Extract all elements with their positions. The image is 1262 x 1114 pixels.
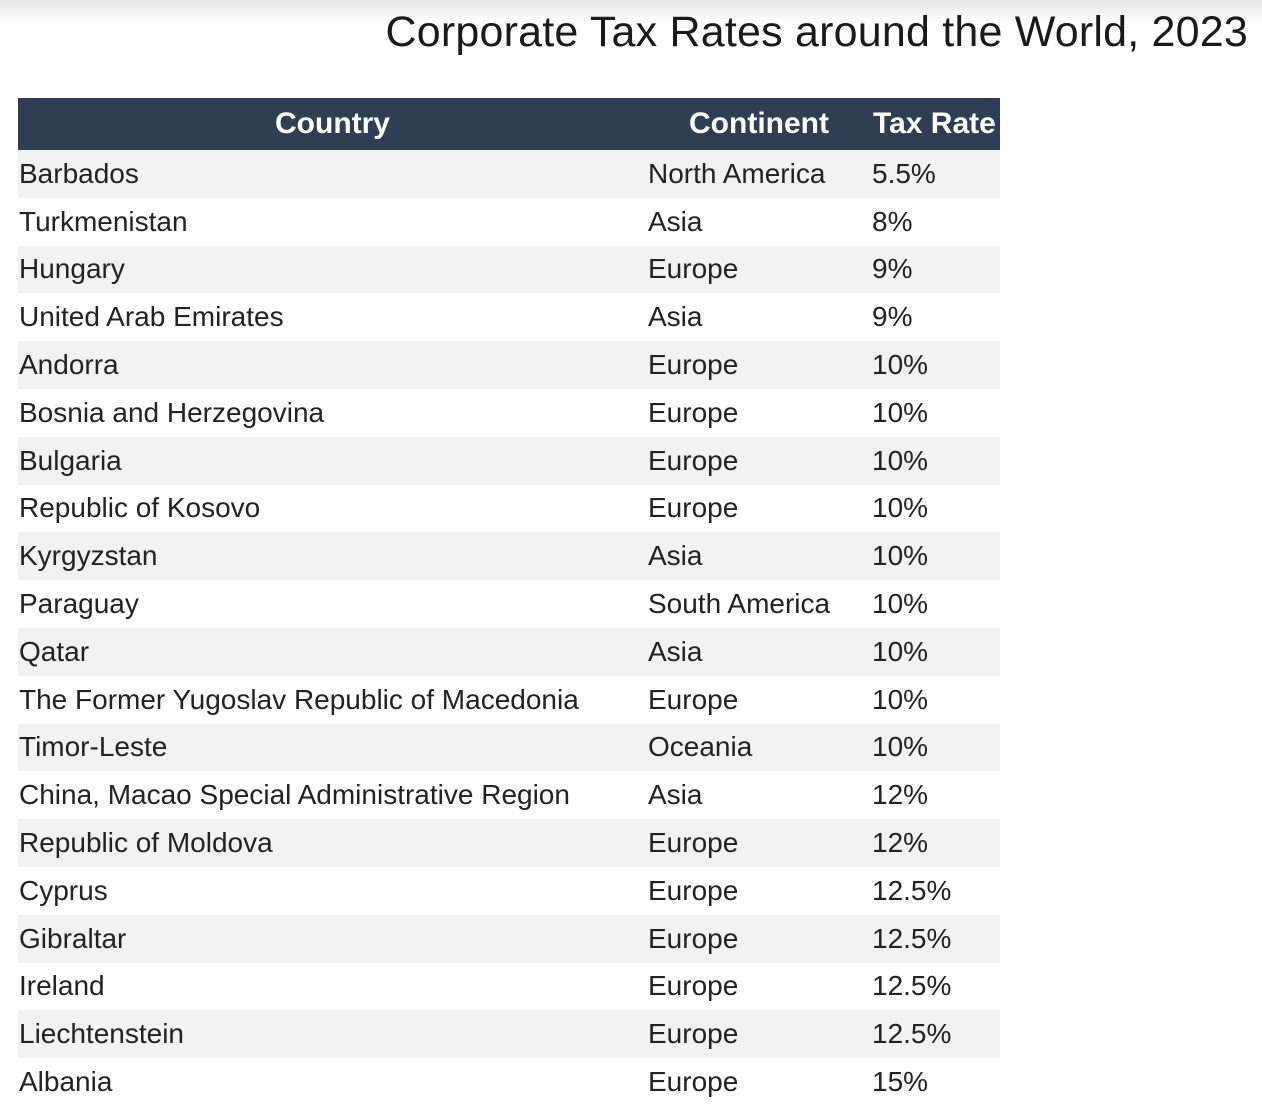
cell-continent: Asia	[648, 540, 703, 572]
cell-tax-rate: 12.5%	[872, 970, 952, 1002]
cell-country: United Arab Emirates	[19, 301, 284, 333]
cell-tax-rate: 12.5%	[872, 874, 952, 906]
cell-country: Cyprus	[19, 874, 108, 906]
cell-tax-rate: 15%	[872, 1066, 929, 1098]
cell-continent: Asia	[648, 205, 703, 237]
cell-tax-rate: 12%	[872, 779, 929, 811]
cell-country: Bosnia and Herzegovina	[19, 396, 325, 428]
cell-continent: Europe	[648, 253, 739, 285]
cell-continent: Europe	[648, 970, 739, 1002]
cell-continent: Europe	[648, 683, 739, 715]
table-header-row: Country Continent Tax Rate	[18, 98, 1000, 150]
cell-tax-rate: 5.5%	[872, 157, 936, 189]
cell-continent: Europe	[648, 444, 739, 476]
table-row: Ireland Europe 12.5%	[18, 962, 1000, 1011]
cell-tax-rate: 10%	[872, 492, 929, 524]
cell-tax-rate: 10%	[872, 635, 929, 667]
cell-continent: Asia	[648, 301, 703, 333]
cell-country: Republic of Moldova	[19, 827, 273, 859]
cell-country: Paraguay	[19, 588, 139, 620]
cell-country: Turkmenistan	[19, 205, 188, 237]
cell-continent: Europe	[648, 1066, 739, 1098]
cell-tax-rate: 12.5%	[872, 1018, 952, 1050]
table-row: Andorra Europe 10%	[18, 341, 1000, 389]
cell-continent: Oceania	[648, 731, 753, 763]
cell-country: Andorra	[19, 349, 119, 381]
cell-continent: Europe	[648, 396, 739, 428]
cell-country: Albania	[19, 1066, 113, 1098]
cell-country: The Former Yugoslav Republic of Macedoni…	[19, 683, 579, 715]
table-row: Gibraltar Europe 12.5%	[18, 914, 1000, 963]
cell-continent: Europe	[648, 492, 739, 524]
table-row: Qatar Asia 10%	[18, 627, 1000, 676]
table-row: United Arab Emirates Asia 9%	[18, 293, 1000, 342]
cell-continent: Europe	[648, 874, 739, 906]
cell-country: Republic of Kosovo	[19, 492, 261, 524]
cell-continent: North America	[648, 157, 826, 189]
cell-tax-rate: 8%	[872, 205, 913, 237]
cell-country: Ireland	[19, 970, 105, 1002]
table-row: Turkmenistan Asia 8%	[18, 197, 1000, 246]
cell-country: Hungary	[19, 253, 125, 285]
table-row: Paraguay South America 10%	[18, 580, 1000, 628]
cell-country: Gibraltar	[19, 922, 127, 954]
top-shadow	[0, 0, 1262, 22]
table-row: China, Macao Special Administrative Regi…	[18, 771, 1000, 820]
page-title: Corporate Tax Rates around the World, 20…	[385, 8, 1248, 56]
table-row: Republic of Kosovo Europe 10%	[18, 484, 1000, 533]
table-body: Barbados North America 5.5% Turkmenistan Asi…	[18, 150, 1000, 1106]
cell-country: Qatar	[19, 635, 90, 667]
table-container: Country Continent Tax Rate Barbados North…	[18, 98, 1000, 1106]
cell-continent: Europe	[648, 827, 739, 859]
table-row: The Former Yugoslav Republic of Macedoni…	[18, 675, 1000, 724]
cell-tax-rate: 12%	[872, 827, 929, 859]
cell-tax-rate: 10%	[872, 540, 929, 572]
cell-tax-rate: 10%	[872, 349, 929, 381]
cell-tax-rate: 10%	[872, 731, 929, 763]
table-row: Cyprus Europe 12.5%	[18, 866, 1000, 915]
cell-tax-rate: 10%	[872, 588, 929, 620]
table-row: Bulgaria Europe 10%	[18, 436, 1000, 485]
cell-continent: Asia	[648, 779, 703, 811]
cell-tax-rate: 9%	[872, 301, 913, 333]
cell-continent: Europe	[648, 1018, 739, 1050]
table-row: Albania Europe 15%	[18, 1058, 1000, 1106]
cell-tax-rate: 10%	[872, 683, 929, 715]
tax-rate-table: Country Continent Tax Rate Barbados North…	[18, 98, 1000, 1106]
cell-country: Bulgaria	[19, 444, 122, 476]
cell-tax-rate: 10%	[872, 396, 929, 428]
cell-country: Kyrgyzstan	[19, 540, 158, 572]
table-row: Hungary Europe 9%	[18, 245, 1000, 294]
cell-tax-rate: 9%	[872, 253, 913, 285]
cell-country: Timor-Leste	[19, 731, 168, 763]
cell-country: Barbados	[19, 157, 139, 189]
cell-continent: Europe	[648, 349, 739, 381]
table-row: Kyrgyzstan Asia 10%	[18, 532, 1000, 581]
cell-country: China, Macao Special Administrative Regi…	[19, 779, 570, 811]
column-header-continent[interactable]: Continent	[647, 98, 871, 150]
table-row: Barbados North America 5.5%	[18, 150, 1000, 198]
cell-continent: South America	[648, 588, 831, 620]
table-row: Liechtenstein Europe 12.5%	[18, 1010, 1000, 1059]
cell-tax-rate: 12.5%	[872, 922, 952, 954]
column-header-tax-rate[interactable]: Tax Rate	[871, 98, 1000, 150]
table-row: Timor-Leste Oceania 10%	[18, 723, 1000, 772]
cell-country: Liechtenstein	[19, 1018, 185, 1050]
cell-tax-rate: 10%	[872, 444, 929, 476]
table-row: Republic of Moldova Europe 12%	[18, 819, 1000, 867]
cell-continent: Europe	[648, 922, 739, 954]
table-row: Bosnia and Herzegovina Europe 10%	[18, 388, 1000, 437]
column-header-country[interactable]: Country	[18, 98, 647, 150]
cell-continent: Asia	[648, 635, 703, 667]
